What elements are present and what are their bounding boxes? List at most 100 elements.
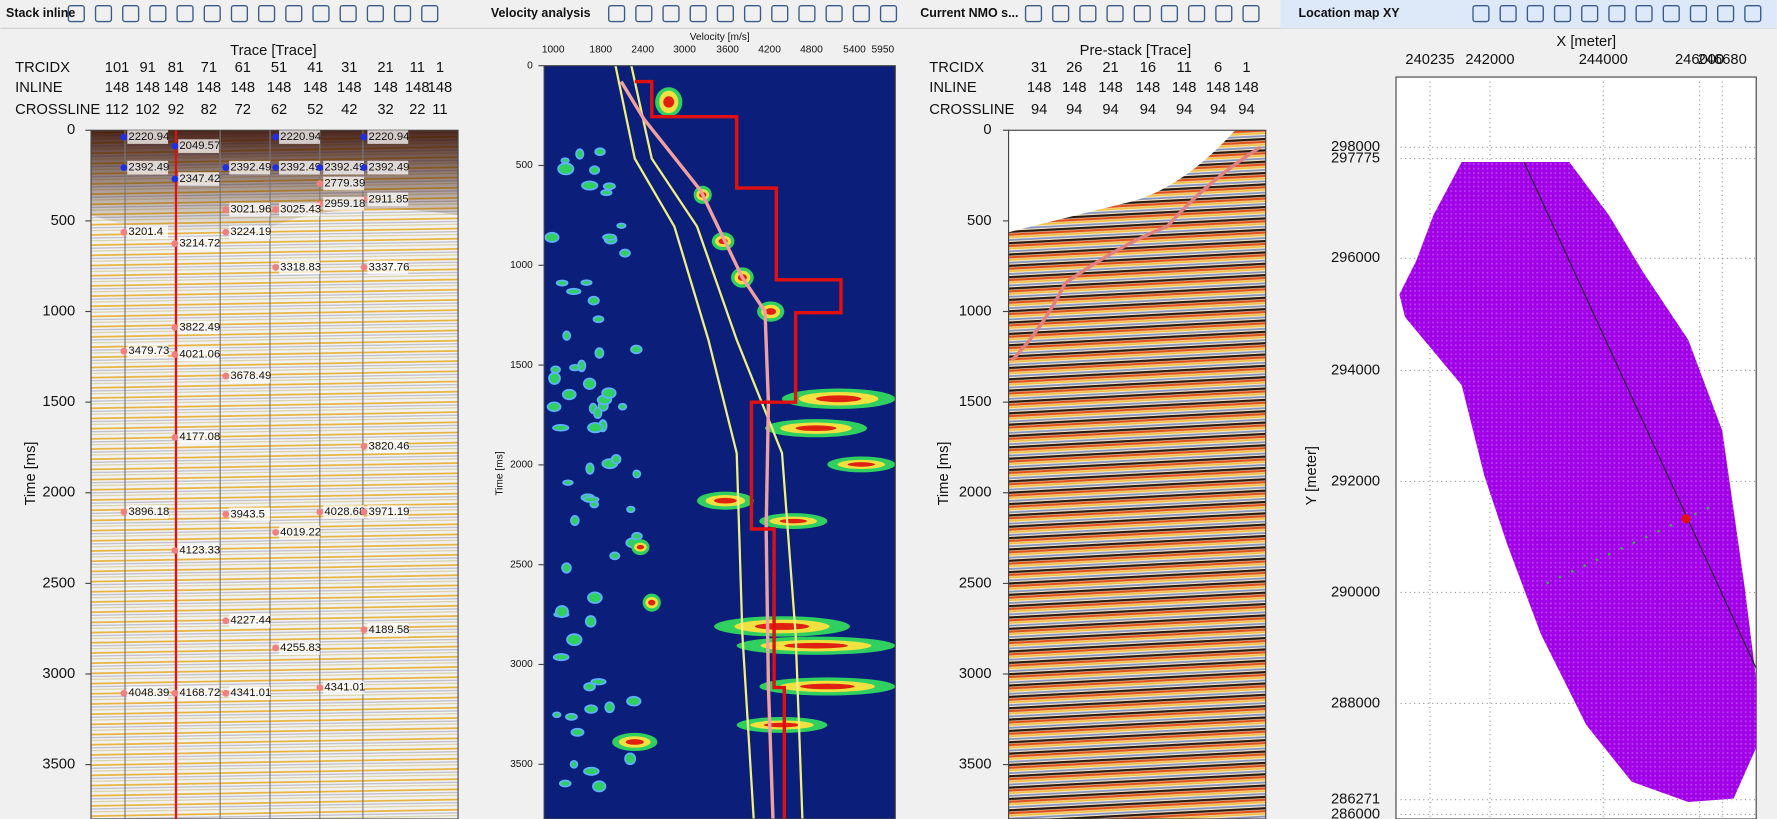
blob-peak — [847, 462, 875, 467]
y-tick-label: 286000 — [1331, 806, 1380, 819]
toolbar-icon — [1079, 4, 1097, 23]
velocity-label: 4123.33 — [179, 545, 220, 557]
pick-marker — [316, 508, 324, 516]
panel-title[interactable]: Current NMO s... — [920, 6, 1018, 20]
velocity-label: 3822.49 — [179, 321, 220, 333]
blob — [566, 287, 582, 296]
toolbar-icon — [1215, 4, 1233, 23]
pick-marker — [272, 644, 280, 652]
y-tick-label: 2500 — [959, 575, 992, 591]
blob — [630, 344, 643, 355]
blob-peak — [800, 683, 855, 690]
pick-marker — [316, 164, 324, 172]
header-value: 148 — [337, 80, 362, 96]
y-tick-label: 500 — [967, 213, 992, 229]
blob — [584, 615, 597, 628]
velocity-label: 2392.49 — [230, 162, 271, 174]
header-value: 148 — [197, 80, 222, 96]
header-value: 52 — [307, 102, 323, 118]
label-bg — [229, 160, 271, 175]
header-value: 94 — [1238, 102, 1254, 118]
y-tick-label: 1500 — [510, 360, 533, 371]
velocity-label: 4048.39 — [128, 687, 169, 699]
toolbar-icon — [879, 4, 898, 23]
blob — [626, 505, 636, 514]
header-value: 21 — [377, 60, 393, 76]
velocity-label: 3820.46 — [369, 440, 410, 452]
pick-marker — [360, 263, 368, 271]
toolbar-icon — [149, 4, 167, 23]
velocity-label: 3021.96 — [230, 204, 271, 216]
x-tick-label: 1800 — [589, 45, 612, 56]
x-tick-label: 4800 — [800, 45, 823, 56]
blob-peak — [763, 722, 801, 728]
header-value: 148 — [164, 80, 189, 96]
x-tick-label: 3000 — [673, 45, 696, 56]
header-value: 1 — [1242, 60, 1250, 76]
y-tick-label: 1500 — [959, 394, 992, 410]
blob — [624, 752, 637, 766]
pick-marker — [360, 508, 368, 516]
panel-title[interactable]: Location map XY — [1299, 6, 1401, 20]
current-position — [1681, 514, 1691, 524]
pick-marker — [360, 164, 368, 172]
toolbar-icon — [1689, 4, 1708, 23]
toolbar-icon — [1526, 4, 1544, 23]
header-value: 102 — [135, 102, 160, 118]
blob — [557, 162, 575, 176]
toolbar-icon — [1744, 4, 1762, 23]
panel-title[interactable]: Stack inline — [6, 6, 75, 20]
toolbar-icon — [1662, 4, 1680, 23]
x-axis-label: Velocity [m/s] — [690, 32, 750, 43]
x-tick-label: 4200 — [758, 45, 781, 56]
label-bg — [367, 260, 409, 275]
label-bg — [367, 505, 409, 519]
header-value: 148 — [1062, 80, 1087, 96]
blob — [604, 701, 615, 714]
header-value: 11 — [1177, 60, 1192, 76]
panel-title[interactable]: Velocity analysis — [491, 6, 591, 20]
velocity-label: 3318.83 — [280, 261, 321, 273]
y-tick-label: 3500 — [959, 757, 992, 773]
toolbar-icon — [608, 4, 626, 23]
velocity-label: 3971.19 — [369, 506, 410, 518]
header-label: INLINE — [15, 80, 63, 96]
toolbar-icon — [798, 4, 816, 23]
velocity-label: 2220.94 — [369, 131, 410, 143]
header-value: 148 — [135, 80, 160, 96]
blob-peak — [765, 308, 777, 315]
header-value: 148 — [405, 80, 430, 96]
label-bg — [178, 686, 220, 701]
toolbar-icon — [1553, 4, 1572, 23]
plot-frame — [1008, 129, 1267, 819]
velocity-label: 3337.76 — [369, 261, 410, 273]
pick-marker — [171, 175, 179, 183]
pick-marker — [171, 433, 179, 441]
velocity-label: 3479.73 — [128, 345, 169, 357]
y-tick-label: 3500 — [510, 759, 533, 770]
header-value: 32 — [377, 102, 393, 118]
velocity-label: 3943.5 — [230, 508, 265, 520]
velocity-label: 3201.4 — [128, 226, 163, 238]
header-value: 31 — [341, 60, 357, 76]
x-tick-label: 1000 — [542, 45, 565, 56]
label-bg — [279, 525, 320, 540]
label-bg — [178, 172, 220, 186]
velocity-label: 2392.49 — [369, 162, 410, 174]
blob — [601, 387, 617, 399]
blob — [626, 695, 642, 707]
header-value: 62 — [271, 102, 287, 118]
pick-marker — [272, 164, 280, 172]
blob — [561, 562, 572, 574]
pick-marker — [222, 617, 230, 625]
header-value: 94 — [1102, 102, 1118, 118]
header-value: 92 — [168, 102, 184, 118]
y-tick-label: 298000 — [1331, 139, 1380, 155]
toolbar-icon — [312, 4, 330, 23]
velocity-label: 4177.08 — [179, 431, 220, 443]
toolbar-icon — [716, 4, 734, 23]
label-bg — [279, 202, 320, 217]
blob — [544, 231, 560, 243]
toolbar-icon — [393, 4, 412, 23]
header-value: 42 — [341, 102, 357, 118]
